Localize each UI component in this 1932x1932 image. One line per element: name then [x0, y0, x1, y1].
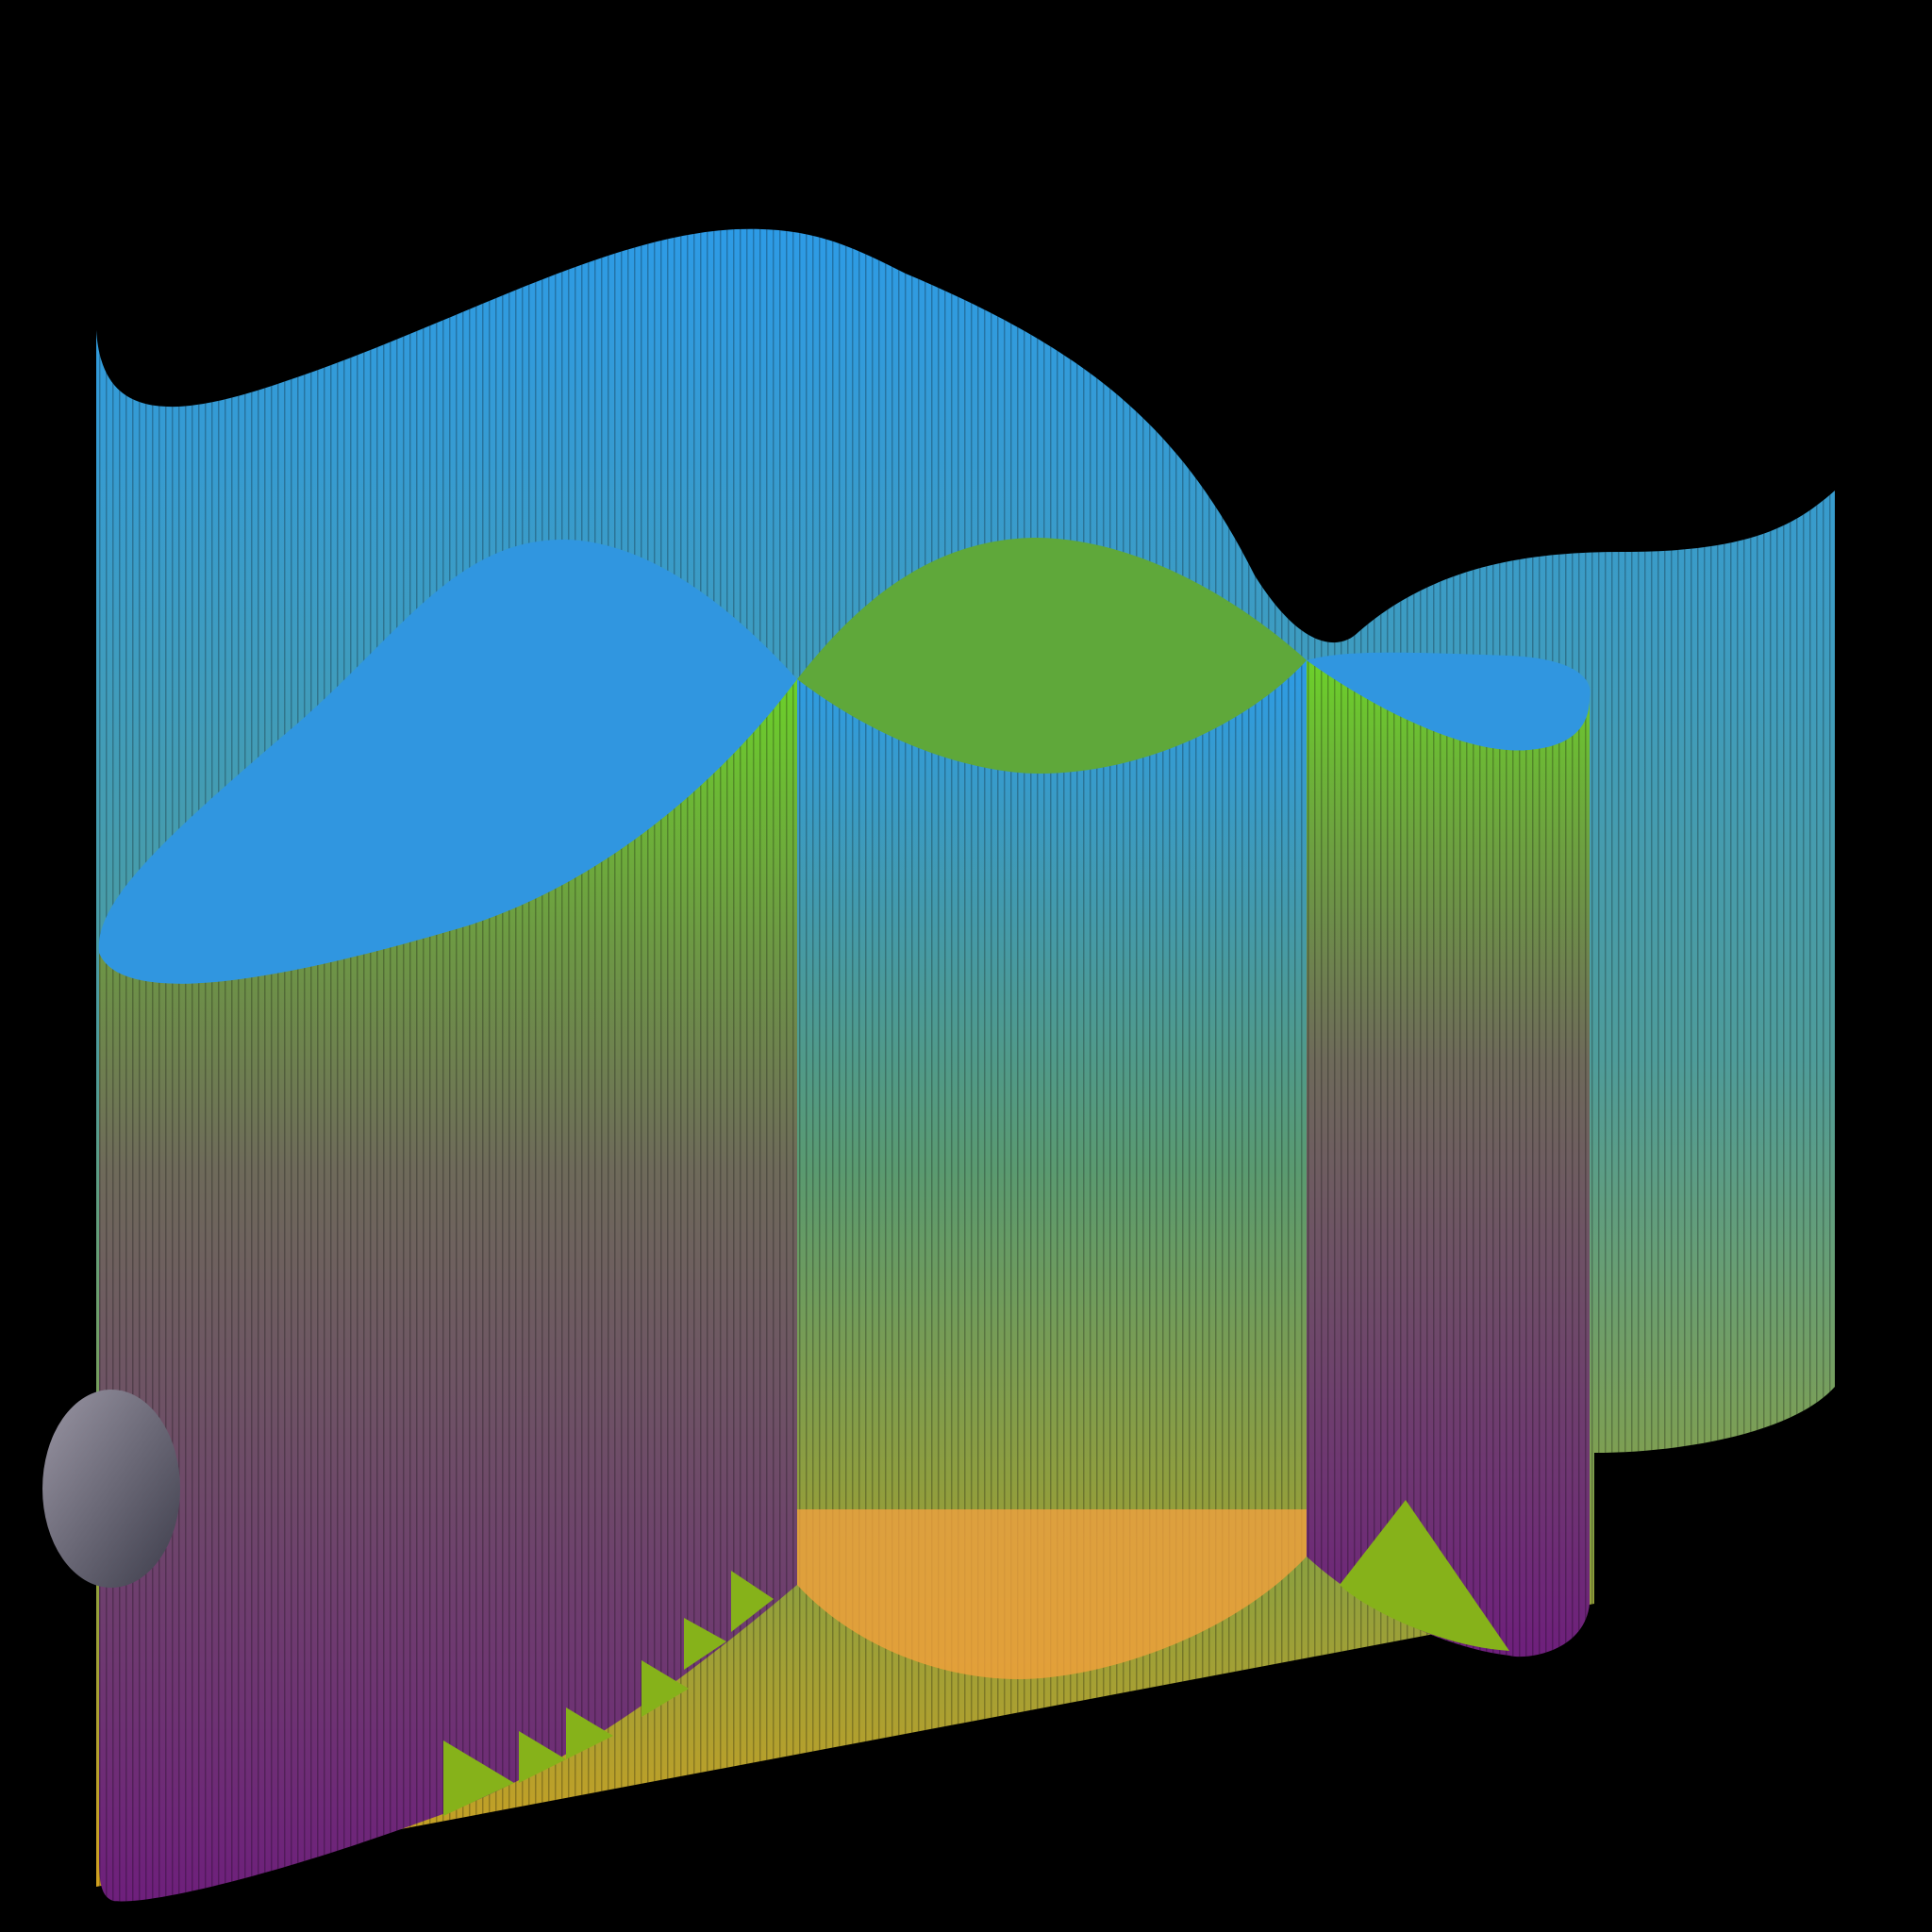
front-left-wall [99, 679, 797, 1902]
top-cap [98, 538, 1591, 984]
sphere [42, 1390, 180, 1588]
front-right-wall [1307, 660, 1590, 1657]
floor-triangles [443, 1571, 774, 1816]
middle-wall [797, 660, 1307, 1679]
